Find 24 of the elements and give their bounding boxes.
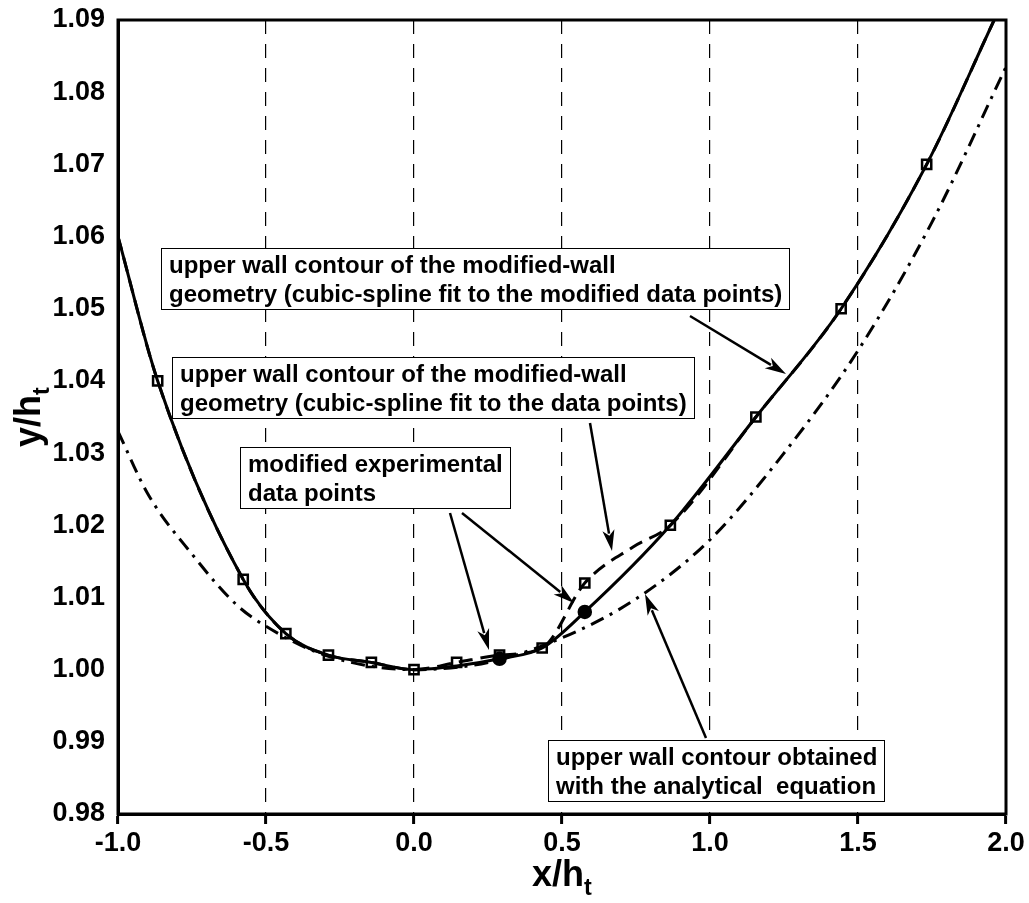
y-tick-label: 1.01 <box>52 580 105 611</box>
y-tick-label: 1.03 <box>52 436 105 467</box>
y-tick-label: 1.08 <box>52 75 105 106</box>
x-tick-label: 0.5 <box>543 826 581 857</box>
y-tick-label: 0.98 <box>52 797 105 828</box>
x-tick-label: 1.0 <box>691 826 729 857</box>
x-tick-label: -0.5 <box>242 826 290 857</box>
annotation: upper wall contour of the modified-wall geometry (cubic-spline fit to the data points) <box>172 357 695 419</box>
y-tick-label: 1.06 <box>52 220 105 250</box>
y-tick-label: 1.04 <box>52 364 105 395</box>
annotation: modified experimental data points <box>240 447 511 509</box>
y-tick-label: 1.09 <box>52 3 105 34</box>
x-tick-label: -1.0 <box>94 826 142 857</box>
annotation: upper wall contour of the modified-wall geometry (cubic-spline fit to the modified data points) <box>161 248 791 310</box>
y-tick-label: 1.07 <box>52 147 105 178</box>
y-tick-label: 1.05 <box>52 292 105 323</box>
y-tick-label: 0.99 <box>52 725 105 756</box>
y-axis-title: y/ht <box>6 386 55 447</box>
y-tick-label: 1.00 <box>52 653 105 684</box>
x-tick-label: 2.0 <box>987 826 1025 857</box>
x-tick-label: 1.5 <box>839 826 877 857</box>
annotation: upper wall contour obtained with the analytical equation <box>548 740 886 802</box>
y-tick-label: 1.02 <box>52 508 105 539</box>
x-tick-label: 0.0 <box>395 826 433 857</box>
